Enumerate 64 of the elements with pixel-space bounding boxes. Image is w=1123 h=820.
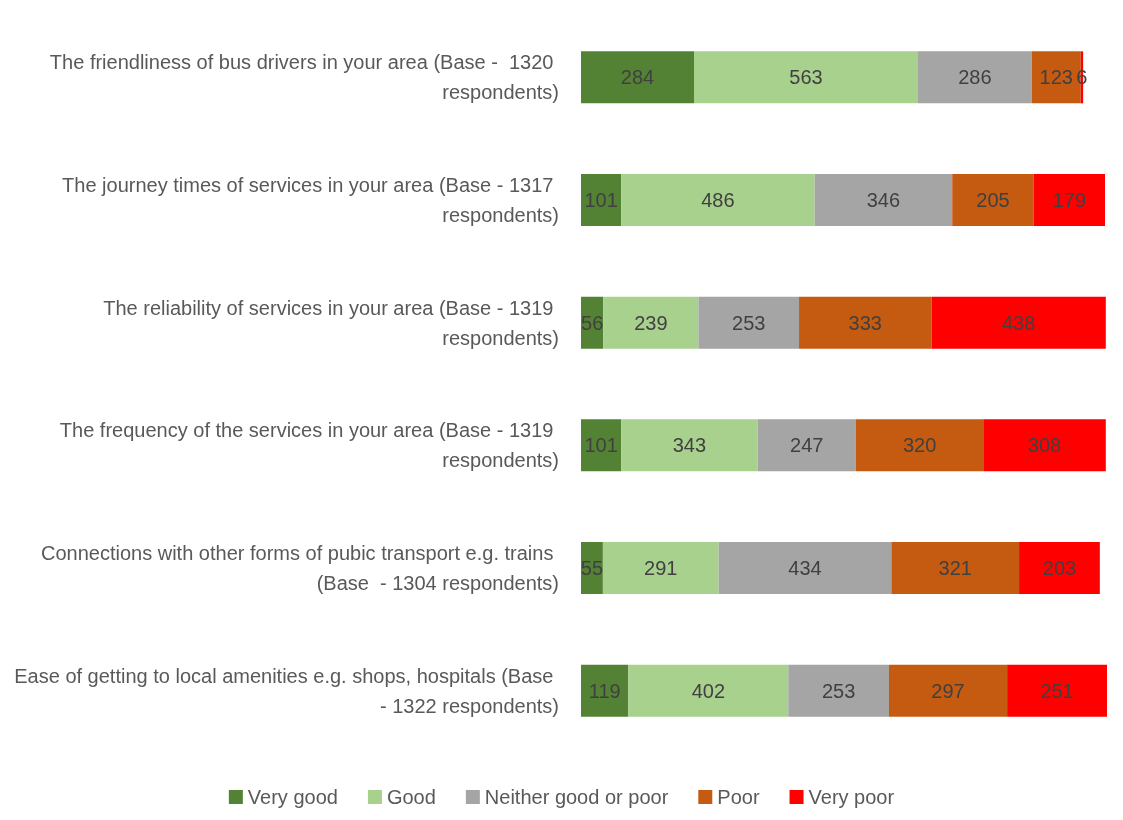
data-label: 253 — [732, 311, 766, 334]
bar — [952, 174, 1034, 226]
y-tick-label: Connections with other forms of pubic transport e.g. trains (Base - 1304 respondents) — [40, 542, 559, 594]
y-tick-label: The journey times of services in your area (Base - 1317 respondents) — [62, 174, 559, 226]
data-label: 203 — [1042, 557, 1077, 579]
bar — [698, 296, 800, 349]
data-label: 284 — [620, 66, 655, 89]
data-label: 320 — [902, 434, 937, 457]
bar — [799, 296, 932, 349]
data-label: 251 — [1040, 679, 1074, 702]
data-label: 343 — [672, 434, 707, 457]
data-label: 333 — [848, 311, 882, 334]
data-label: 291 — [644, 557, 678, 579]
legend-label: Very good — [247, 786, 338, 808]
bar — [918, 51, 1032, 104]
data-label: 308 — [1027, 434, 1062, 457]
y-tick-label: The friendliness of bus drivers in your area (Base - 1320 respondents) — [49, 51, 559, 104]
data-label: 205 — [976, 189, 1010, 211]
bar — [694, 51, 919, 104]
y-tick-label: Ease of getting to local amenities e.g. shops, hospitals (Base - 1322 respondents) — [14, 664, 559, 717]
bar — [888, 664, 1008, 717]
data-label: 179 — [1052, 189, 1087, 211]
bar — [814, 174, 953, 226]
data-label: 119 — [588, 679, 621, 702]
bar — [1033, 174, 1106, 226]
y-tick-label: The reliability of services in your area (Base - 1319 respondents) — [103, 296, 559, 349]
bar — [891, 542, 1020, 594]
legend-label: Neither good or poor — [484, 786, 669, 808]
data-label: 297 — [931, 679, 965, 702]
bar — [603, 296, 699, 349]
data-label: 346 — [866, 189, 901, 211]
bar — [1007, 664, 1107, 717]
data-label: 402 — [691, 679, 726, 702]
data-label: 247 — [790, 434, 824, 457]
data-label: 438 — [1001, 311, 1036, 334]
bar — [788, 664, 889, 717]
data-label: 56 — [581, 311, 604, 334]
bar — [581, 51, 694, 104]
data-label: 253 — [821, 679, 856, 702]
data-label: 55 — [580, 557, 604, 579]
bar — [628, 664, 789, 717]
data-label: 486 — [701, 189, 735, 211]
data-label: 434 — [788, 557, 822, 579]
bar — [757, 419, 856, 472]
data-label: 239 — [634, 311, 668, 334]
bar — [581, 664, 629, 717]
data-label: 123 — [1039, 66, 1073, 89]
bar — [621, 419, 758, 472]
data-label: 101 — [584, 434, 618, 457]
bar — [855, 419, 984, 472]
data-label: 286 — [958, 66, 992, 89]
y-tick-label: The frequency of the services in your area (Base - 1319 respondents) — [59, 419, 559, 472]
bar — [931, 296, 1106, 349]
bar — [602, 542, 719, 594]
legend-label: Poor — [717, 786, 760, 808]
legend-label: Good — [386, 786, 436, 808]
bar — [983, 419, 1106, 472]
bar — [621, 174, 815, 226]
bar — [1019, 542, 1100, 594]
bar — [718, 542, 892, 594]
data-label: 101 — [584, 189, 618, 211]
data-label: 321 — [938, 557, 972, 579]
legend-label: Very poor — [808, 786, 895, 808]
data-label: 563 — [789, 66, 823, 89]
